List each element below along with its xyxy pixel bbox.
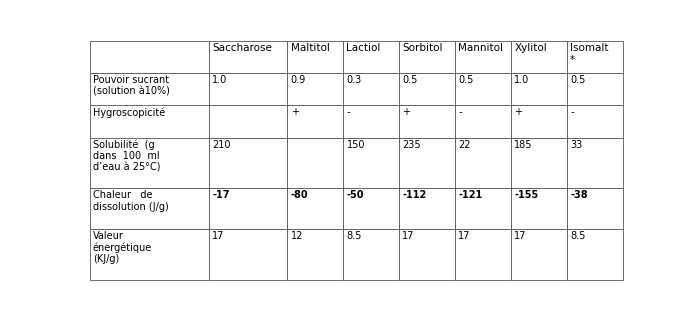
Bar [343,73,399,105]
Bar [455,229,511,280]
Bar [209,105,287,138]
Bar [399,105,455,138]
Text: Mannitol: Mannitol [458,43,503,53]
Bar [455,41,511,73]
Bar [90,188,209,229]
Bar [287,229,343,280]
Text: -: - [458,107,461,117]
Text: 8.5: 8.5 [570,231,585,241]
Bar [90,73,209,188]
Text: Sorbitol: Sorbitol [402,43,443,53]
Text: 185: 185 [514,140,532,149]
Text: 0.5: 0.5 [458,75,474,85]
Bar [287,138,343,188]
Text: Chaleur   de
dissolution (J/g): Chaleur de dissolution (J/g) [93,190,169,212]
Text: -: - [570,107,573,117]
Bar [511,105,567,138]
Bar [287,73,343,105]
Bar [287,188,343,229]
Text: 17: 17 [514,231,527,241]
Bar [287,105,343,138]
Bar [90,41,209,73]
Bar [567,41,623,73]
Text: -50: -50 [347,190,364,200]
Text: 0.5: 0.5 [570,75,585,85]
Bar [455,138,511,188]
Bar [343,105,399,138]
Text: Lactiol: Lactiol [347,43,381,53]
Text: 0.9: 0.9 [291,75,306,85]
Text: Saccharose: Saccharose [212,43,272,53]
Bar [399,73,455,105]
Bar [209,73,287,105]
Bar [209,188,287,229]
Bar [455,105,511,138]
Text: -121: -121 [458,190,482,200]
Bar [343,229,399,280]
Text: 0.5: 0.5 [402,75,418,85]
Text: 22: 22 [458,140,471,149]
Bar [343,138,399,188]
Text: -112: -112 [402,190,427,200]
Text: 235: 235 [402,140,421,149]
Text: Pouvoir sucrant
(solution à10%): Pouvoir sucrant (solution à10%) [93,75,170,96]
Text: 210: 210 [212,140,231,149]
Text: -17: -17 [212,190,229,200]
Bar [209,41,287,73]
Text: Maltitol: Maltitol [291,43,329,53]
Text: +: + [402,107,410,117]
Text: -: - [347,107,350,117]
Text: -155: -155 [514,190,539,200]
Bar [567,138,623,188]
Bar [399,188,455,229]
Bar [511,73,567,105]
Text: 0.3: 0.3 [347,75,361,85]
Text: Isomalt
*: Isomalt * [570,43,609,65]
Bar [90,229,209,280]
Text: 1.0: 1.0 [514,75,530,85]
Text: +: + [291,107,299,117]
Text: 12: 12 [291,231,303,241]
Bar [399,41,455,73]
Bar [567,188,623,229]
Bar [567,105,623,138]
Text: 17: 17 [402,231,415,241]
Text: 17: 17 [458,231,471,241]
Text: Hygroscopicité: Hygroscopicité [93,107,165,117]
Text: Valeur
énergétique
(KJ/g): Valeur énergétique (KJ/g) [93,231,152,265]
Bar [399,229,455,280]
Bar [343,188,399,229]
Text: +: + [514,107,522,117]
Bar [567,73,623,105]
Text: -80: -80 [291,190,308,200]
Text: Xylitol: Xylitol [514,43,547,53]
Text: 8.5: 8.5 [347,231,362,241]
Bar [455,73,511,105]
Bar [511,229,567,280]
Text: 1.0: 1.0 [212,75,227,85]
Bar [455,188,511,229]
Text: 33: 33 [570,140,582,149]
Text: Solubilité  (g
dans  100  ml
d’eau à 25°C): Solubilité (g dans 100 ml d’eau à 25°C) [93,139,161,173]
Bar [399,138,455,188]
Bar [567,229,623,280]
Bar [511,188,567,229]
Bar [343,41,399,73]
Text: 150: 150 [347,140,365,149]
Bar [209,138,287,188]
Bar [209,229,287,280]
Text: 17: 17 [212,231,224,241]
Bar [511,41,567,73]
Text: -38: -38 [570,190,588,200]
Bar [511,138,567,188]
Bar [287,41,343,73]
